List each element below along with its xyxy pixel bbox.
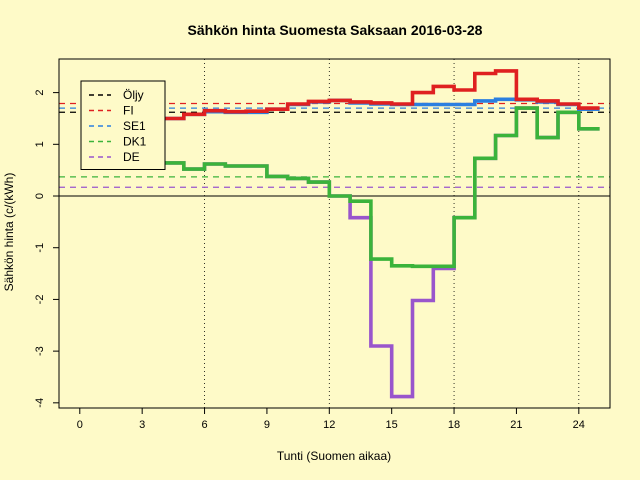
y-tick-label--2: -2 <box>34 295 46 305</box>
x-tick-label-15: 15 <box>386 419 398 431</box>
y-tick-label--4: -4 <box>34 398 46 408</box>
legend-label-DK1: DK1 <box>123 135 147 149</box>
x-tick-label-24: 24 <box>573 419 585 431</box>
legend-label-SE1: SE1 <box>123 119 146 133</box>
x-tick-label-18: 18 <box>448 419 460 431</box>
x-tick-label-6: 6 <box>201 419 207 431</box>
legend-box <box>80 80 166 170</box>
x-tick-label-21: 21 <box>510 419 522 431</box>
legend-label-Öljy: Öljy <box>123 88 144 102</box>
x-tick-label-12: 12 <box>323 419 335 431</box>
plot-frame <box>58 58 611 409</box>
chart-title: Sähkön hinta Suomesta Saksaan 2016-03-28 <box>188 22 483 38</box>
series-DE <box>100 106 600 399</box>
legend-label-DE: DE <box>123 150 140 164</box>
y-axis-label: Sähkön hinta (c/(kWh) <box>2 173 16 292</box>
y-tick-label-1: 1 <box>34 141 46 147</box>
x-tick-label-0: 0 <box>77 419 83 431</box>
x-tick-label-9: 9 <box>264 419 270 431</box>
series-FI <box>100 69 600 128</box>
y-tick-label--1: -1 <box>34 243 46 253</box>
y-tick-label-0: 0 <box>34 193 46 199</box>
x-axis-label: Tunti (Suomen aikaa) <box>277 449 391 463</box>
y-tick-label--3: -3 <box>34 346 46 356</box>
legend-label-FI: FI <box>123 104 134 118</box>
x-tick-label-3: 3 <box>139 419 145 431</box>
series-DK1 <box>100 106 600 269</box>
y-tick-label-2: 2 <box>34 90 46 96</box>
